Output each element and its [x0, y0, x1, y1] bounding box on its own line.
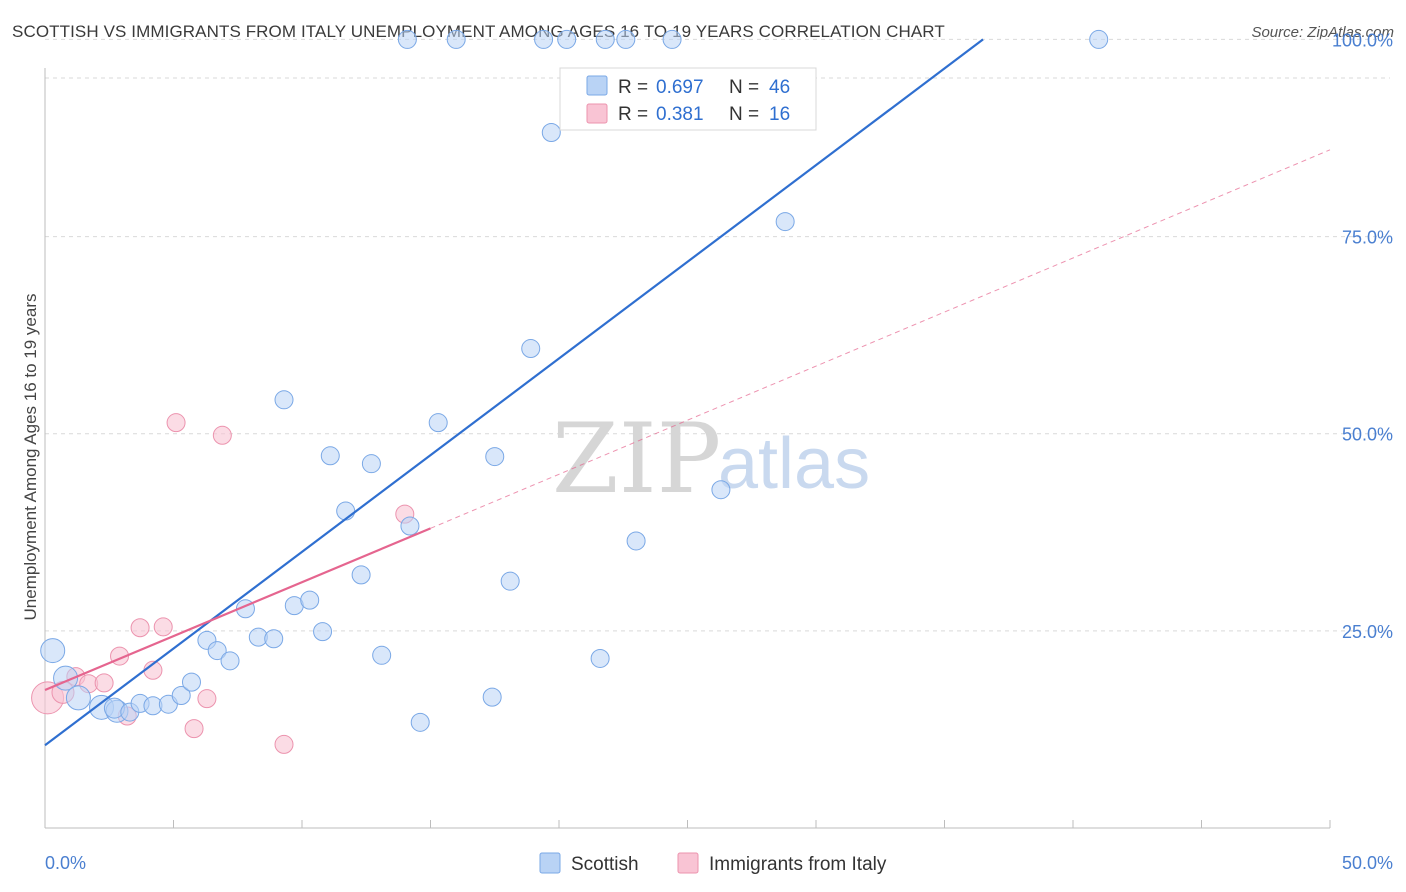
scottish-point [595, 29, 615, 49]
legend-swatch-italy [586, 103, 608, 124]
scottish-point [171, 686, 191, 706]
watermark-atlas: atlas [718, 424, 870, 504]
bottom-legend-swatch-italy [677, 852, 699, 874]
scottish-point [1089, 29, 1109, 49]
italy-point [274, 734, 294, 754]
italy-point [197, 689, 217, 709]
italy-point [212, 425, 232, 445]
italy-point [184, 719, 204, 739]
legend-r-label: R = [618, 104, 648, 125]
scottish-point [372, 645, 392, 665]
scottish-point [400, 516, 420, 536]
scottish-point [626, 531, 646, 551]
scottish-point [274, 390, 294, 410]
legend-r-value: 0.697 [656, 77, 704, 98]
scottish-point [711, 480, 731, 500]
legend-n-label: N = [729, 77, 759, 98]
bottom-legend-swatch-scottish [539, 852, 561, 874]
legend-n-value: 46 [769, 77, 790, 98]
italy-trendline [44, 527, 431, 692]
y-tick-label: 100.0% [1332, 30, 1393, 50]
y-axis-title: Unemployment Among Ages 16 to 19 years [21, 294, 40, 621]
y-tick-label: 50.0% [1342, 425, 1393, 445]
bottom-legend: Scottish Immigrants from Italy [539, 852, 887, 875]
scottish-point [397, 29, 417, 49]
scottish-point [65, 685, 91, 711]
scottish-point [616, 29, 636, 49]
scottish-trendline [44, 38, 984, 747]
scottish-point [557, 29, 577, 49]
legend-r-label: R = [618, 77, 648, 98]
italy-point [166, 413, 186, 433]
scottish-point [662, 29, 682, 49]
scottish-point [264, 629, 284, 649]
trendlines [44, 38, 1331, 747]
y-tick-labels: 25.0% 50.0% 75.0% 100.0% [1332, 30, 1393, 641]
x-tick-label-min: 0.0% [45, 853, 86, 873]
x-ticks [44, 820, 1331, 828]
scottish-point [313, 622, 333, 642]
scottish-point [207, 641, 227, 661]
scottish-point [534, 29, 554, 49]
scottish-point [482, 687, 502, 707]
scottish-point [361, 454, 381, 474]
scottish-point [521, 339, 541, 359]
italy-point [153, 617, 173, 637]
scottish-point [351, 565, 371, 585]
scottish-point [336, 501, 356, 521]
scottish-point [446, 29, 466, 49]
legend-n-label: N = [729, 104, 759, 125]
legend-n-value: 16 [769, 104, 790, 125]
legend-r-value: 0.381 [656, 104, 704, 125]
bottom-legend-italy: Immigrants from Italy [709, 854, 887, 875]
chart-title: SCOTTISH VS IMMIGRANTS FROM ITALY UNEMPL… [12, 22, 945, 41]
watermark-zip: ZIP [552, 403, 721, 515]
y-tick-label: 75.0% [1342, 228, 1393, 248]
scottish-point [300, 590, 320, 610]
legend-swatch-scottish [586, 75, 608, 96]
x-tick-label-max: 50.0% [1342, 853, 1393, 873]
scottish-point [320, 446, 340, 466]
scottish-point [181, 672, 201, 692]
stats-legend: R = 0.697 N = 46 R = 0.381 N = 16 [559, 67, 817, 131]
scottish-point [40, 638, 66, 664]
scottish-point [500, 571, 520, 591]
watermark: ZIP atlas [552, 403, 870, 515]
scottish-point [410, 712, 430, 732]
scottish-point [590, 648, 610, 668]
scottish-point [220, 651, 240, 671]
italy-point [94, 673, 114, 693]
italy-point [130, 618, 150, 638]
bottom-legend-scottish: Scottish [571, 854, 639, 875]
scottish-points [40, 29, 1109, 732]
scottish-point [428, 413, 448, 433]
italy-trendline-extension [430, 149, 1331, 529]
source-label: Source: ZipAtlas.com [1251, 24, 1394, 41]
scottish-point [775, 212, 795, 232]
scottish-point [485, 447, 505, 467]
y-tick-label: 25.0% [1342, 622, 1393, 642]
scottish-point [541, 122, 561, 142]
